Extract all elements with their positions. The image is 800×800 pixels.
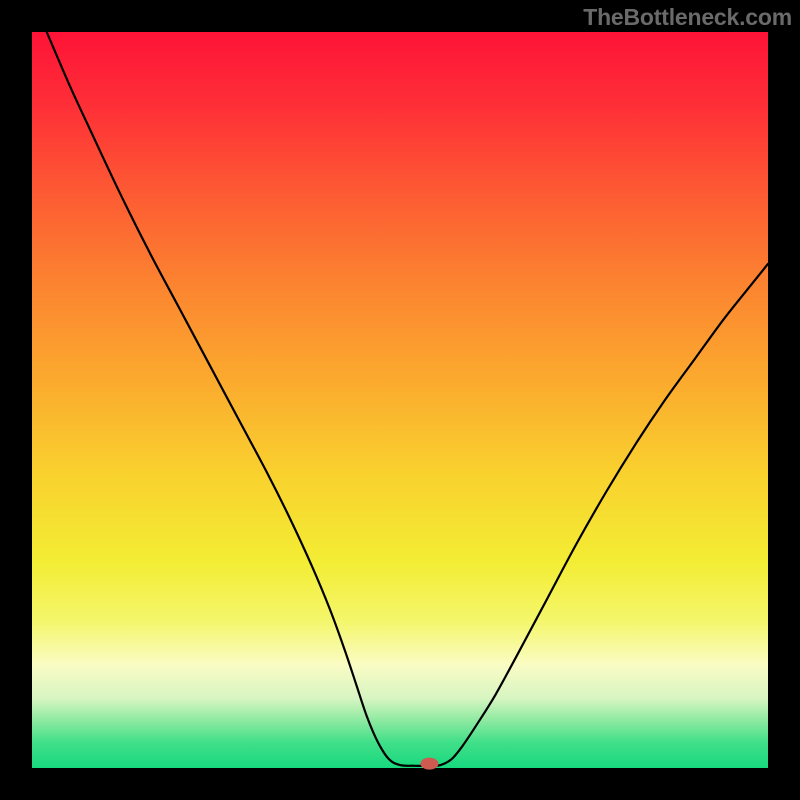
chart-svg: [0, 0, 800, 800]
optimal-marker: [420, 758, 438, 770]
plot-background: [32, 32, 768, 768]
watermark-text: TheBottleneck.com: [583, 4, 792, 31]
bottleneck-chart: TheBottleneck.com: [0, 0, 800, 800]
